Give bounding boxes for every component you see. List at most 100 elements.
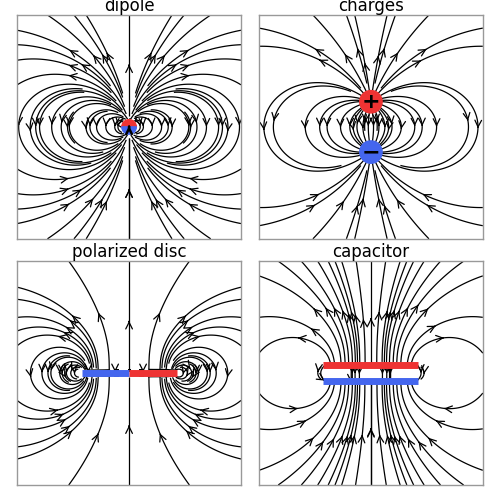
FancyArrowPatch shape bbox=[302, 120, 308, 128]
FancyArrowPatch shape bbox=[212, 362, 218, 370]
Text: +: + bbox=[362, 92, 380, 112]
FancyArrowPatch shape bbox=[64, 364, 71, 372]
FancyArrowPatch shape bbox=[98, 314, 104, 322]
FancyArrowPatch shape bbox=[408, 440, 414, 448]
FancyArrowPatch shape bbox=[376, 118, 382, 126]
FancyArrowPatch shape bbox=[445, 406, 452, 412]
FancyArrowPatch shape bbox=[337, 119, 344, 126]
Circle shape bbox=[122, 120, 136, 134]
FancyArrowPatch shape bbox=[412, 61, 420, 67]
FancyArrowPatch shape bbox=[320, 60, 328, 66]
FancyArrowPatch shape bbox=[94, 118, 100, 126]
FancyArrowPatch shape bbox=[60, 114, 66, 122]
FancyArrowPatch shape bbox=[139, 118, 145, 126]
FancyArrowPatch shape bbox=[180, 64, 188, 71]
FancyArrowPatch shape bbox=[290, 406, 297, 412]
FancyArrowPatch shape bbox=[370, 118, 377, 125]
FancyArrowPatch shape bbox=[149, 55, 156, 63]
FancyArrowPatch shape bbox=[60, 188, 68, 194]
FancyArrowPatch shape bbox=[342, 311, 348, 319]
FancyArrowPatch shape bbox=[126, 190, 132, 198]
FancyArrowPatch shape bbox=[184, 328, 192, 334]
FancyArrowPatch shape bbox=[324, 118, 330, 126]
FancyArrowPatch shape bbox=[272, 112, 278, 120]
FancyArrowPatch shape bbox=[201, 408, 208, 415]
FancyArrowPatch shape bbox=[188, 120, 194, 127]
FancyArrowPatch shape bbox=[356, 49, 363, 57]
FancyArrowPatch shape bbox=[50, 408, 58, 415]
FancyArrowPatch shape bbox=[70, 74, 77, 80]
FancyArrowPatch shape bbox=[70, 64, 78, 71]
FancyArrowPatch shape bbox=[429, 438, 436, 446]
FancyArrowPatch shape bbox=[411, 306, 418, 313]
Circle shape bbox=[360, 141, 382, 164]
FancyArrowPatch shape bbox=[394, 311, 400, 319]
FancyArrowPatch shape bbox=[45, 364, 52, 372]
FancyArrowPatch shape bbox=[427, 326, 435, 332]
FancyArrowPatch shape bbox=[103, 118, 110, 126]
FancyArrowPatch shape bbox=[298, 421, 306, 428]
FancyArrowPatch shape bbox=[192, 369, 199, 377]
FancyArrowPatch shape bbox=[59, 369, 66, 377]
FancyArrowPatch shape bbox=[190, 176, 198, 183]
FancyArrowPatch shape bbox=[70, 365, 78, 372]
FancyArrowPatch shape bbox=[327, 440, 334, 448]
FancyArrowPatch shape bbox=[226, 368, 232, 376]
FancyArrowPatch shape bbox=[72, 316, 80, 324]
FancyArrowPatch shape bbox=[26, 123, 32, 130]
FancyArrowPatch shape bbox=[195, 414, 203, 420]
FancyArrowPatch shape bbox=[64, 431, 72, 438]
FancyArrowPatch shape bbox=[169, 119, 175, 126]
FancyArrowPatch shape bbox=[82, 120, 88, 128]
FancyArrowPatch shape bbox=[346, 436, 352, 444]
FancyArrowPatch shape bbox=[379, 49, 385, 57]
FancyArrowPatch shape bbox=[152, 202, 158, 210]
FancyArrowPatch shape bbox=[316, 118, 324, 126]
FancyArrowPatch shape bbox=[57, 420, 65, 426]
Wedge shape bbox=[122, 127, 136, 134]
FancyArrowPatch shape bbox=[363, 64, 370, 72]
FancyArrowPatch shape bbox=[436, 336, 443, 342]
FancyArrowPatch shape bbox=[306, 206, 314, 212]
FancyArrowPatch shape bbox=[436, 421, 444, 428]
FancyArrowPatch shape bbox=[368, 430, 374, 437]
FancyArrowPatch shape bbox=[112, 364, 118, 372]
FancyArrowPatch shape bbox=[178, 316, 186, 324]
FancyArrowPatch shape bbox=[368, 429, 374, 436]
FancyArrowPatch shape bbox=[298, 336, 306, 342]
FancyArrowPatch shape bbox=[148, 118, 155, 126]
FancyArrowPatch shape bbox=[107, 54, 114, 62]
FancyArrowPatch shape bbox=[82, 64, 90, 71]
FancyArrowPatch shape bbox=[126, 190, 132, 198]
FancyArrowPatch shape bbox=[386, 366, 393, 373]
FancyArrowPatch shape bbox=[358, 436, 365, 443]
FancyArrowPatch shape bbox=[64, 332, 72, 338]
FancyArrowPatch shape bbox=[55, 414, 63, 420]
FancyArrowPatch shape bbox=[334, 308, 340, 316]
FancyArrowPatch shape bbox=[66, 328, 74, 334]
Title: charges: charges bbox=[338, 0, 404, 15]
FancyArrowPatch shape bbox=[386, 122, 393, 130]
FancyArrowPatch shape bbox=[419, 442, 426, 450]
FancyArrowPatch shape bbox=[117, 121, 123, 129]
FancyArrowPatch shape bbox=[164, 118, 171, 125]
FancyArrowPatch shape bbox=[166, 199, 172, 207]
FancyArrowPatch shape bbox=[336, 202, 344, 209]
FancyArrowPatch shape bbox=[181, 74, 188, 80]
FancyArrowPatch shape bbox=[189, 426, 196, 434]
FancyArrowPatch shape bbox=[362, 114, 369, 122]
FancyArrowPatch shape bbox=[87, 118, 94, 125]
FancyArrowPatch shape bbox=[358, 199, 365, 207]
FancyArrowPatch shape bbox=[354, 316, 360, 323]
FancyArrowPatch shape bbox=[16, 117, 22, 124]
FancyArrowPatch shape bbox=[183, 360, 190, 368]
FancyArrowPatch shape bbox=[352, 366, 358, 372]
FancyArrowPatch shape bbox=[66, 118, 73, 125]
FancyArrowPatch shape bbox=[356, 366, 362, 373]
FancyArrowPatch shape bbox=[433, 118, 440, 126]
FancyArrowPatch shape bbox=[185, 118, 192, 125]
FancyArrowPatch shape bbox=[126, 65, 132, 72]
FancyArrowPatch shape bbox=[204, 364, 210, 372]
FancyArrowPatch shape bbox=[402, 308, 407, 316]
FancyArrowPatch shape bbox=[140, 364, 146, 372]
